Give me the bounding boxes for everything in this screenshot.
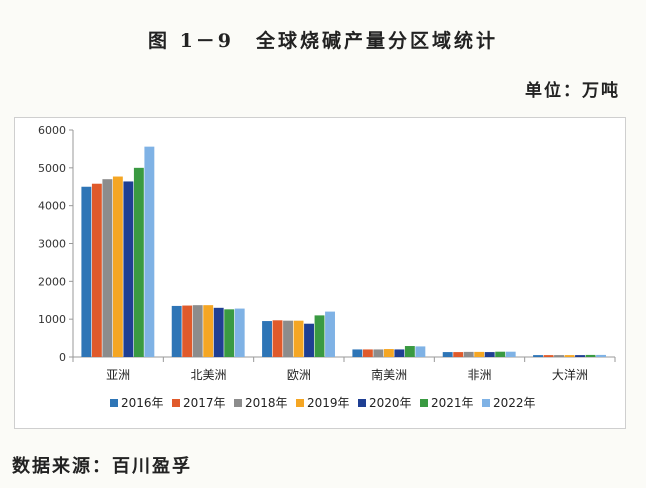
bar-2-4 (304, 323, 314, 357)
legend-swatch (172, 399, 180, 407)
legend-swatch (358, 399, 366, 407)
bar-5-2 (554, 355, 564, 357)
x-category-label: 亚洲 (106, 368, 130, 382)
bar-5-1 (543, 355, 554, 357)
legend-label: 2019年 (307, 396, 350, 410)
bar-4-0 (442, 352, 453, 357)
y-tick-label: 1000 (38, 313, 66, 326)
legend-label: 2020年 (369, 396, 412, 410)
bar-3-4 (394, 349, 405, 357)
x-category-label: 南美洲 (371, 367, 407, 382)
bar-3-3 (383, 349, 394, 357)
legend-label: 2017年 (183, 396, 226, 410)
bar-2-1 (272, 320, 283, 357)
bar-2-0 (262, 321, 272, 357)
x-category-label: 非洲 (467, 368, 491, 382)
legend-label: 2022年 (493, 396, 536, 410)
bar-3-1 (362, 349, 373, 357)
y-tick-label: 0 (59, 351, 66, 364)
bar-0-2 (102, 179, 113, 357)
bar-0-1 (91, 183, 102, 357)
legend-swatch (110, 399, 118, 407)
bar-2-2 (283, 320, 293, 357)
bar-1-6 (234, 308, 245, 357)
y-tick-label: 6000 (38, 124, 66, 137)
bar-5-4 (575, 355, 585, 357)
bar-3-6 (415, 346, 426, 357)
bar-4-6 (505, 351, 516, 357)
legend-swatch (482, 399, 490, 407)
legend-swatch (296, 399, 304, 407)
x-category-label: 大洋洲 (552, 367, 588, 382)
bar-1-5 (224, 309, 235, 357)
bar-4-1 (453, 352, 464, 357)
bar-1-1 (182, 305, 193, 357)
bar-5-3 (564, 355, 575, 357)
figure-title: 图 1－9 全球烧碱产量分区域统计 (147, 30, 499, 52)
y-tick-label: 3000 (38, 238, 66, 251)
unit-label: 单位：万吨 (525, 81, 620, 101)
bar-4-3 (474, 351, 485, 357)
bar-4-4 (484, 352, 495, 357)
x-category-label: 欧洲 (287, 368, 311, 382)
bar-0-0 (81, 186, 92, 357)
chart-frame: 0 1000 2000 3000 4000 5000 6000 亚洲 北美洲 欧洲 南美洲 非洲 大洋洲… (14, 117, 626, 429)
bar-0-3 (112, 176, 123, 357)
bar-2-5 (314, 315, 325, 357)
source-label: 数据来源：百川盈孚 (12, 456, 192, 477)
x-category-label: 北美洲 (190, 368, 226, 382)
bar-3-5 (404, 346, 415, 357)
bar-2-6 (325, 311, 335, 357)
bar-1-0 (171, 305, 182, 357)
bar-4-2 (463, 351, 474, 357)
bar-chart: 0 1000 2000 3000 4000 5000 6000 亚洲 北美洲 欧洲 南美洲 非洲 大洋洲… (38, 124, 616, 410)
y-tick-label: 4000 (38, 200, 66, 213)
bar-0-4 (123, 181, 134, 357)
bar-5-6 (596, 354, 606, 357)
bar-3-0 (352, 349, 363, 357)
bar-1-3 (203, 305, 214, 357)
bar-5-0 (533, 355, 543, 357)
bar-0-6 (144, 146, 155, 357)
bar-4-5 (495, 351, 506, 357)
bar-5-5 (585, 354, 596, 357)
bar-2-3 (293, 320, 304, 357)
bar-1-4 (213, 307, 224, 357)
bar-0-5 (133, 167, 144, 357)
legend-swatch (420, 399, 428, 407)
legend-label: 2018年 (245, 396, 288, 410)
bar-3-2 (373, 349, 384, 357)
legend-label: 2021年 (431, 396, 474, 410)
legend-label: 2016年 (121, 396, 164, 410)
bar-1-2 (192, 305, 203, 357)
y-tick-label: 5000 (38, 162, 66, 175)
legend-swatch (234, 399, 242, 407)
y-tick-label: 2000 (38, 275, 66, 288)
